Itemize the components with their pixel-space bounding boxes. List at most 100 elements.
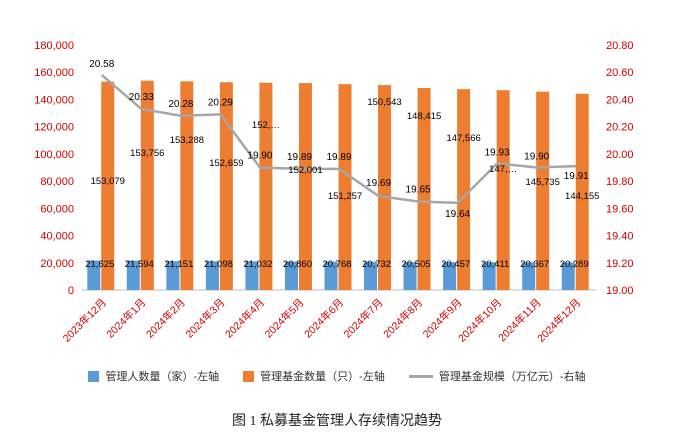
manager-count-label: 20,367 [520, 259, 549, 270]
manager-count-label: 21,594 [125, 259, 154, 270]
legend-line-marker [408, 374, 433, 378]
bar-manager-count [166, 261, 180, 290]
fund-count-label: 153,756 [130, 148, 164, 159]
legend-item: 管理基金规模（万亿元）-右轴 [408, 368, 586, 384]
legend-label: 管理人数量（家）-左轴 [105, 371, 220, 383]
x-axis-label: 2024年7月 [341, 296, 386, 341]
scale-label: 19.90 [247, 151, 272, 162]
right-axis-tick: 20.00 [606, 149, 634, 161]
fund-count-label: 144,155 [565, 191, 599, 202]
scale-label: 20.58 [89, 59, 114, 70]
manager-count-label: 20,411 [481, 259, 509, 270]
scale-line [100, 73, 577, 205]
manager-count-label: 20,732 [362, 259, 391, 270]
manager-count-label: 20,457 [441, 259, 470, 270]
bar-fund-count [536, 91, 550, 290]
fund-count-label: 152,… [252, 120, 280, 131]
x-axis-label: 2024年1月 [104, 296, 149, 341]
x-axis-label: 2024年6月 [301, 296, 346, 341]
fund-count-label: 150,543 [367, 97, 401, 108]
bar-fund-count [338, 84, 352, 291]
left-axis-tick: 100,000 [34, 149, 74, 161]
legend-color-swatch [88, 370, 100, 382]
scale-label: 19.90 [524, 152, 549, 163]
manager-count-label: 21,098 [204, 259, 233, 270]
chart-legend: 管理人数量（家）-左轴 管理基金数量（只）-左轴 管理基金规模（万亿元）-右轴 [0, 368, 674, 384]
figure-caption: 图 1 私募基金管理人存续情况趋势 [232, 414, 442, 429]
bar-manager-count [284, 261, 298, 290]
legend-item: 管理人数量（家）-左轴 [88, 368, 219, 384]
bar-manager-count [482, 262, 496, 290]
manager-count-label: 21,032 [243, 259, 272, 270]
bar-fund-count [417, 87, 431, 290]
scale-label: 19.65 [406, 185, 431, 196]
legend-label: 管理基金数量（只）-左轴 [260, 371, 385, 383]
x-axis-label: 2024年4月 [222, 296, 267, 341]
bar-fund-count [259, 82, 273, 290]
right-axis-tick: 19.60 [606, 203, 634, 215]
fund-count-label: 145,735 [526, 177, 560, 188]
manager-count-label: 21,151 [164, 259, 193, 270]
fund-count-label: 147,… [489, 164, 517, 175]
right-axis-tick: 19.80 [606, 176, 634, 188]
manager-count-label: 20,505 [402, 259, 431, 270]
legend-label: 管理基金规模（万亿元）-右轴 [438, 371, 586, 383]
bar-fund-count [575, 93, 589, 290]
bar-fund-count [457, 89, 471, 291]
bar-manager-count [403, 262, 417, 290]
bar-manager-count [245, 261, 259, 290]
bar-manager-count [364, 261, 378, 290]
manager-count-label: 20,860 [283, 259, 312, 270]
x-axis-label: 2024年5月 [262, 296, 307, 341]
manager-count-label: 20,768 [322, 259, 351, 270]
fund-count-label: 153,288 [170, 135, 204, 146]
fund-count-label: 151,257 [328, 191, 362, 202]
bar-manager-count [126, 260, 140, 290]
bar-fund-count [298, 83, 312, 291]
bar-fund-count [180, 81, 194, 290]
scale-label: 20.33 [129, 92, 154, 103]
left-axis-tick: 80,000 [40, 176, 74, 188]
left-axis-tick: 160,000 [34, 67, 74, 79]
scale-label: 19.91 [564, 171, 589, 182]
x-axis-label: 2024年2月 [143, 296, 188, 341]
fund-count-label: 153,079 [91, 176, 125, 187]
bar-manager-count [205, 261, 219, 290]
left-axis-tick: 40,000 [40, 231, 74, 243]
bar-manager-count [561, 262, 575, 290]
bar-fund-count [378, 85, 392, 290]
bar-manager-count [87, 260, 101, 290]
right-axis-tick: 20.20 [606, 122, 634, 134]
right-axis-tick: 20.40 [606, 94, 634, 106]
right-axis-tick: 19.40 [606, 231, 634, 243]
scale-label: 19.89 [287, 152, 312, 163]
manager-count-label: 21,625 [85, 259, 114, 270]
x-axis-label: 2023年12月 [60, 296, 109, 345]
bar-fund-count [496, 90, 510, 290]
bar-manager-count [443, 262, 457, 290]
combo-chart: 180,000 160,000 140,000 120,000 100,000 80,00… [34, 40, 634, 345]
scale-label: 19.69 [366, 178, 391, 189]
left-axis-tick: 180,000 [34, 40, 74, 52]
left-axis-tick: 120,000 [34, 122, 74, 134]
scale-label: 19.93 [485, 147, 510, 158]
bar-manager-count [522, 262, 536, 290]
left-axis-tick: 20,000 [40, 258, 74, 270]
x-axis-label: 2024年8月 [381, 296, 426, 341]
bar-fund-count [219, 82, 233, 290]
bar-fund-count [140, 80, 154, 290]
bar-manager-count [324, 261, 338, 290]
left-axis-tick: 140,000 [34, 94, 74, 106]
right-axis-tick: 19.20 [606, 258, 634, 270]
scale-label: 20.29 [208, 97, 233, 108]
scale-label: 19.89 [326, 152, 351, 163]
right-axis-tick: 19.00 [606, 285, 634, 297]
x-axis-label: 2024年3月 [183, 296, 228, 341]
right-axis-tick: 20.80 [606, 40, 634, 52]
manager-count-label: 20,289 [560, 259, 589, 270]
fund-count-label: 148,415 [407, 111, 441, 122]
left-axis-tick: 60,000 [40, 203, 74, 215]
fund-count-label: 152,001 [288, 165, 322, 176]
scale-label: 20.28 [168, 99, 193, 110]
